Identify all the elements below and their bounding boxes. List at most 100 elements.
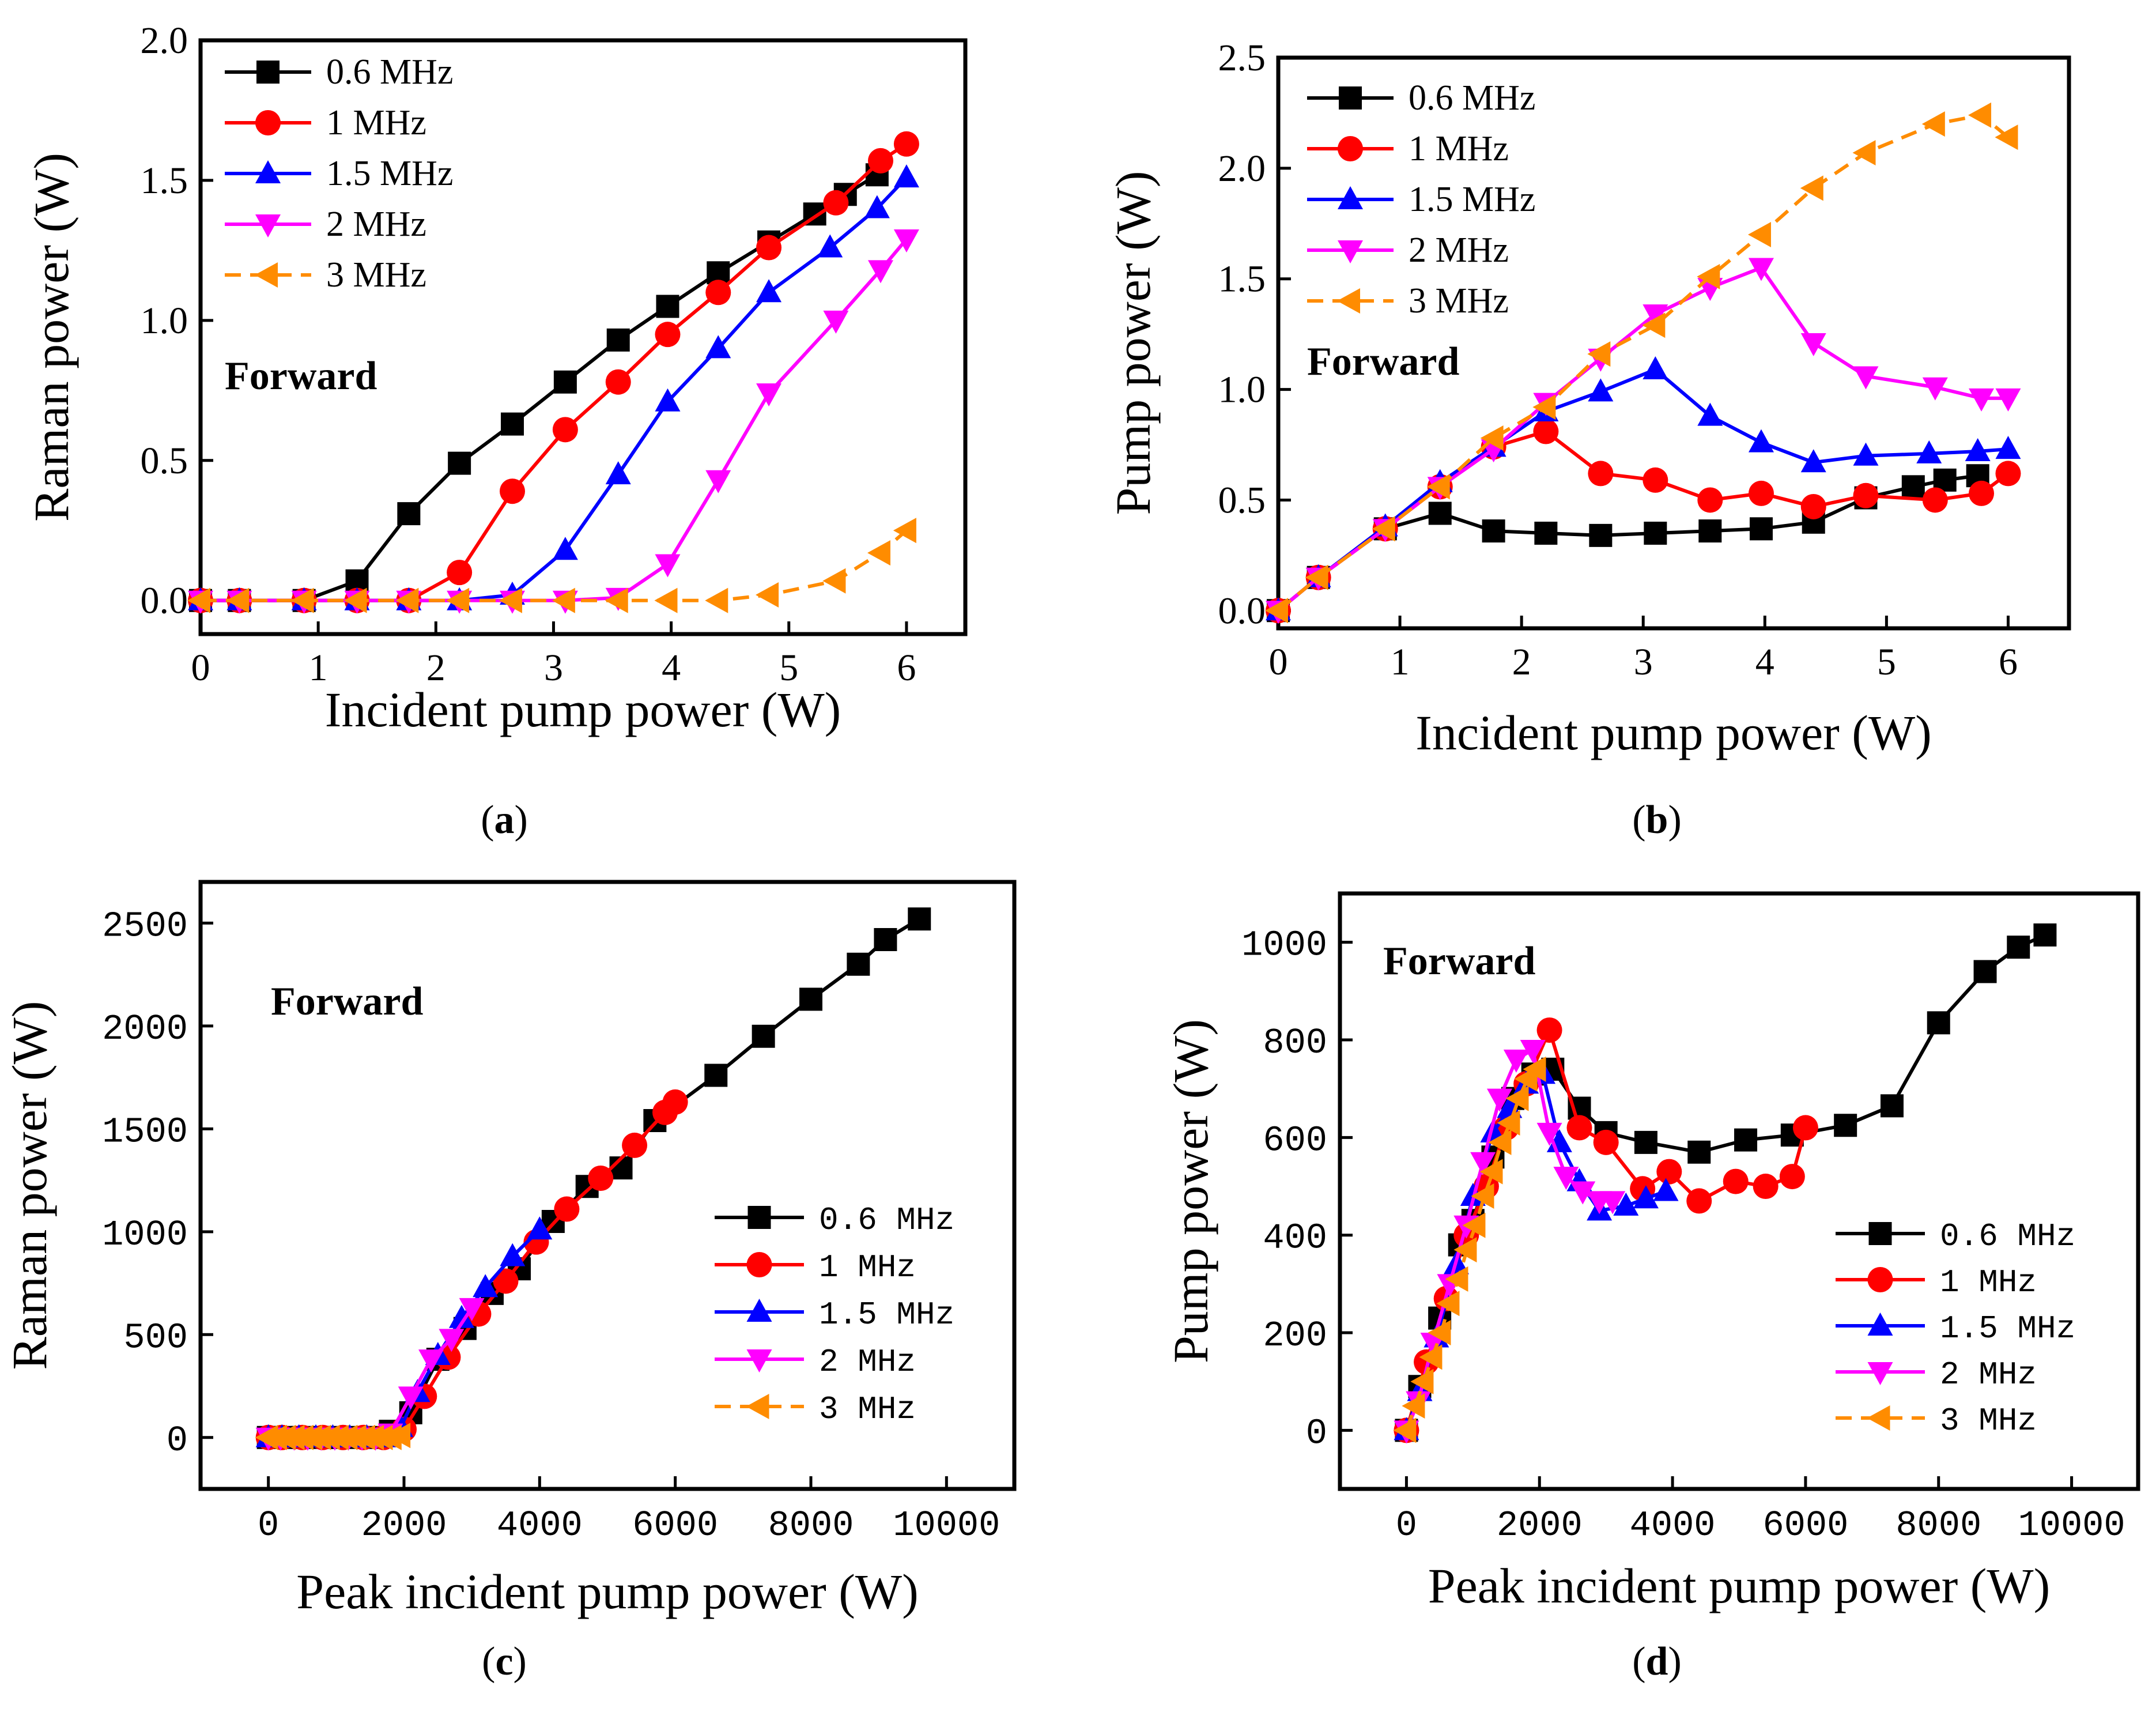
data-point [893,518,916,544]
legend-label: 0.6 MHz [1409,78,1535,118]
caption-letter: c [495,1639,513,1684]
legend: 0.6 MHz 1 MHz 1.5 MHz 2 MHz 3 MHz [1836,1218,2075,1439]
data-point [707,261,730,285]
data-point [662,1089,688,1115]
data-point [493,1268,519,1294]
data-point [704,1064,728,1087]
data-point [868,260,894,284]
series-1 [1267,464,1989,623]
data-point [1965,438,1991,462]
data-point [654,587,678,613]
x-tick-label: 4 [662,647,681,689]
data-point [705,470,731,493]
x-tick-label: 6 [1999,641,2018,683]
data-point [1305,564,1328,590]
legend-label: 0.6 MHz [326,52,453,92]
caption-close: ) [513,1639,527,1684]
data-point [1734,1128,1758,1152]
data-point [553,370,577,394]
data-point [655,322,681,348]
data-point [1402,1393,1425,1419]
data-point [439,1329,465,1352]
data-point [1593,1129,1619,1155]
y-tick-label: 0.5 [1218,479,1266,521]
data-point [605,461,631,485]
x-tick-label: 0 [1269,641,1288,683]
data-point [1482,519,1505,543]
data-point [398,1386,424,1410]
legend: 0.6 MHz 1 MHz 1.5 MHz 2 MHz 3 MHz [225,52,453,295]
legend-label: 2 MHz [326,205,426,244]
x-axis-title: Incident pump power (W) [1415,705,1932,760]
data-point [1426,474,1450,500]
data-point [1536,1017,1562,1043]
x-tick-label: 4000 [497,1505,583,1546]
legend-marker [746,1349,772,1372]
y-axis-title: Raman power (W) [24,153,79,522]
legend-label: 3 MHz [1409,281,1509,320]
legend-marker [1867,1362,1893,1385]
y-tick-label: 1.0 [1218,369,1266,411]
data-point [1533,418,1559,444]
data-point [1973,960,1997,983]
data-point [1588,461,1614,487]
annotation-forward: Forward [1383,939,1535,983]
data-point [1633,1185,1659,1209]
data-point [1566,1115,1592,1141]
data-point [552,537,578,560]
plot-frame [198,880,1017,1491]
caption-letter: d [1646,1639,1668,1684]
legend-marker [1868,1222,1892,1245]
data-point [1697,487,1723,513]
data-point [226,587,250,613]
data-point [395,587,419,613]
series-line [201,238,908,602]
legend-label: 2 MHz [1409,231,1509,270]
y-tick-label: 1.5 [141,160,188,202]
data-point [1471,1183,1494,1209]
data-point [1643,356,1668,380]
series-5 [255,1423,411,1450]
data-point [1995,461,2021,487]
legend-label: 1 MHz [326,103,426,142]
y-tick-label: 200 [1263,1315,1327,1356]
data-point [1748,480,1774,506]
data-point [1968,102,1992,128]
y-tick-label: 500 [123,1317,188,1358]
series-line [268,1307,474,1439]
data-point [1600,1191,1626,1215]
legend-marker [746,1299,772,1322]
data-point [552,417,578,443]
data-point [1686,1188,1712,1214]
data-point [1410,1368,1434,1394]
data-point [1532,394,1556,420]
data-point [1995,125,2018,150]
data-point [1428,501,1452,525]
data-point [1698,519,1722,543]
data-point [1922,377,1948,401]
legend-label: 2 MHz [819,1344,916,1381]
data-point [1613,1192,1639,1216]
data-point [1748,258,1774,281]
data-point [606,328,630,352]
data-point [449,1304,475,1328]
panel-caption: (a) [481,798,528,842]
x-tick-label: 5 [1877,641,1896,683]
x-tick-label: 3 [544,647,563,689]
data-point [343,587,367,613]
legend-marker [1337,288,1360,314]
panel-caption: (d) [1632,1639,1682,1684]
data-point [1462,1212,1486,1238]
x-tick-label: 6000 [632,1505,718,1546]
data-point [1800,333,1826,356]
x-tick-label: 3 [1634,641,1653,683]
y-tick-label: 1000 [1241,925,1327,966]
y-tick-label: 1.0 [141,300,188,342]
data-point [1643,467,1668,493]
legend-marker [255,110,281,135]
data-point [446,587,470,613]
series-line [268,1100,677,1439]
legend-label: 1.5 MHz [326,154,453,193]
x-tick-label: 8000 [768,1505,854,1546]
